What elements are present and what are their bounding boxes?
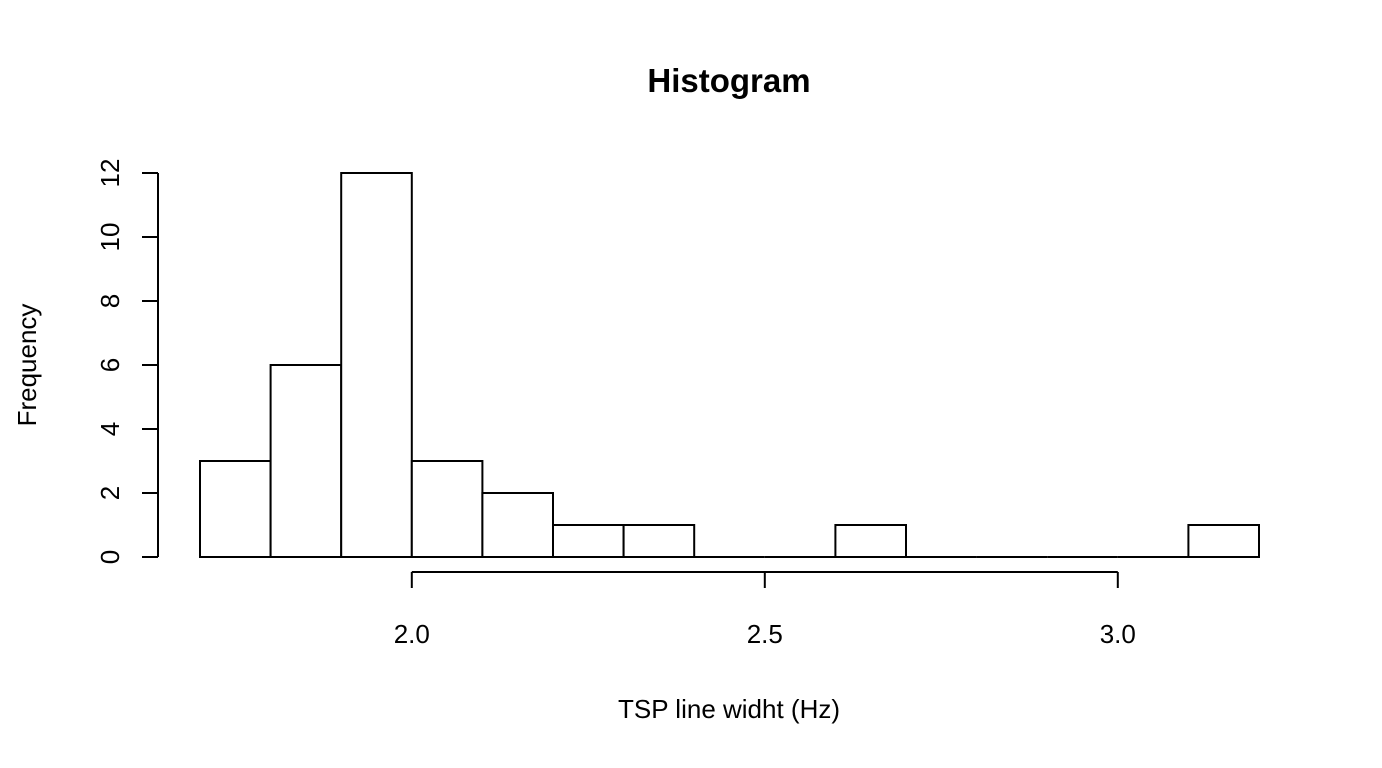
x-tick-label-2: 3.0 xyxy=(1100,619,1136,649)
histogram-bar-5 xyxy=(552,524,625,558)
y-tick-label-0: 0 xyxy=(95,550,125,564)
x-axis: 2.0 2.5 3.0 xyxy=(394,571,1136,649)
x-axis-label: TSP line widht (Hz) xyxy=(618,694,840,724)
histogram-bar-6 xyxy=(622,524,696,558)
y-tick-label-2: 4 xyxy=(95,422,125,436)
histogram-bar-2 xyxy=(340,172,413,558)
histogram-bar-1 xyxy=(269,364,343,558)
histogram-bar-3 xyxy=(410,460,484,558)
y-tick-label-3: 6 xyxy=(95,358,125,372)
y-axis-label: Frequency xyxy=(12,304,42,427)
y-tick-label-6: 12 xyxy=(95,159,125,188)
histogram-bar-4 xyxy=(481,492,554,558)
y-tick-label-5: 10 xyxy=(95,223,125,252)
chart-title: Histogram xyxy=(647,62,810,99)
histogram-bars xyxy=(199,172,1261,558)
x-tick-label-0: 2.0 xyxy=(394,619,430,649)
histogram-bar-9 xyxy=(834,524,908,558)
y-tick-label-4: 8 xyxy=(95,294,125,308)
y-tick-label-1: 2 xyxy=(95,486,125,500)
y-axis: 0 2 4 6 8 10 12 xyxy=(95,159,159,564)
histogram-bar-0 xyxy=(199,460,272,558)
x-tick-label-1: 2.5 xyxy=(747,619,783,649)
histogram-bar-14 xyxy=(1187,524,1261,558)
